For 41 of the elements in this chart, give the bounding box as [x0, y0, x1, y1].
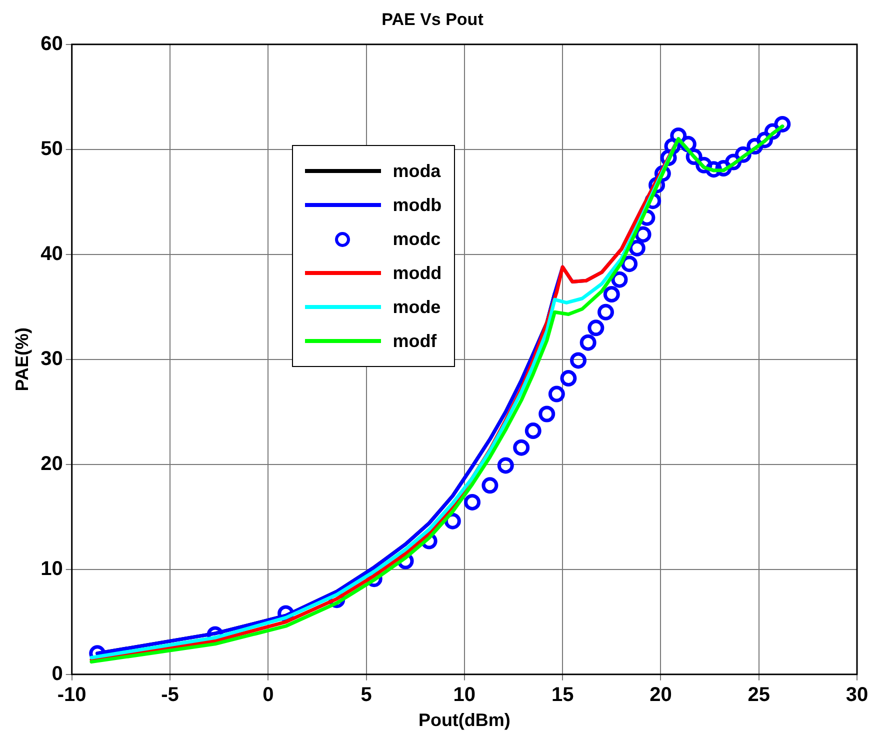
x-tick-label: 10: [453, 684, 476, 706]
legend-label: moda: [392, 160, 441, 182]
point: [628, 240, 646, 256]
point: [482, 477, 498, 494]
x-tick-label: 25: [748, 684, 770, 706]
point: [611, 271, 628, 288]
legend-label: modd: [392, 262, 442, 284]
point: [588, 320, 604, 336]
y-tick-label: 30: [40, 348, 63, 370]
point: [570, 352, 587, 369]
x-tick-label: 0: [262, 684, 274, 706]
y-tick-label: 50: [40, 138, 63, 160]
x-tick-label: 15: [551, 684, 574, 706]
point: [464, 494, 481, 510]
point: [513, 439, 530, 456]
legend-label: modc: [392, 228, 441, 250]
point: [497, 457, 514, 474]
point: [524, 422, 542, 440]
legend-label: mode: [392, 296, 441, 318]
point: [774, 116, 791, 132]
legend-label: modb: [392, 194, 442, 216]
y-tick-label: 20: [40, 452, 63, 475]
x-tick-label: -10: [57, 684, 86, 706]
point: [603, 286, 620, 303]
y-tick-label: 10: [40, 558, 63, 580]
point: [548, 386, 565, 402]
x-axis-title: Pout(dBm): [418, 710, 510, 730]
x-tick-label: -5: [161, 684, 179, 706]
legend-label: modf: [392, 330, 437, 352]
y-tick-label: 60: [40, 32, 63, 55]
point: [560, 370, 577, 387]
y-tick-label: 40: [40, 242, 63, 265]
point: [598, 304, 614, 320]
y-tick-label: 0: [52, 662, 63, 685]
y-axis-title: PAE(%): [12, 328, 32, 392]
x-tick-label: 30: [846, 684, 868, 706]
chart-title: PAE Vs Pout: [382, 10, 484, 29]
x-tick-label: 5: [360, 684, 372, 706]
point: [538, 406, 556, 422]
point: [580, 334, 596, 351]
x-tick-label: 20: [650, 684, 672, 706]
